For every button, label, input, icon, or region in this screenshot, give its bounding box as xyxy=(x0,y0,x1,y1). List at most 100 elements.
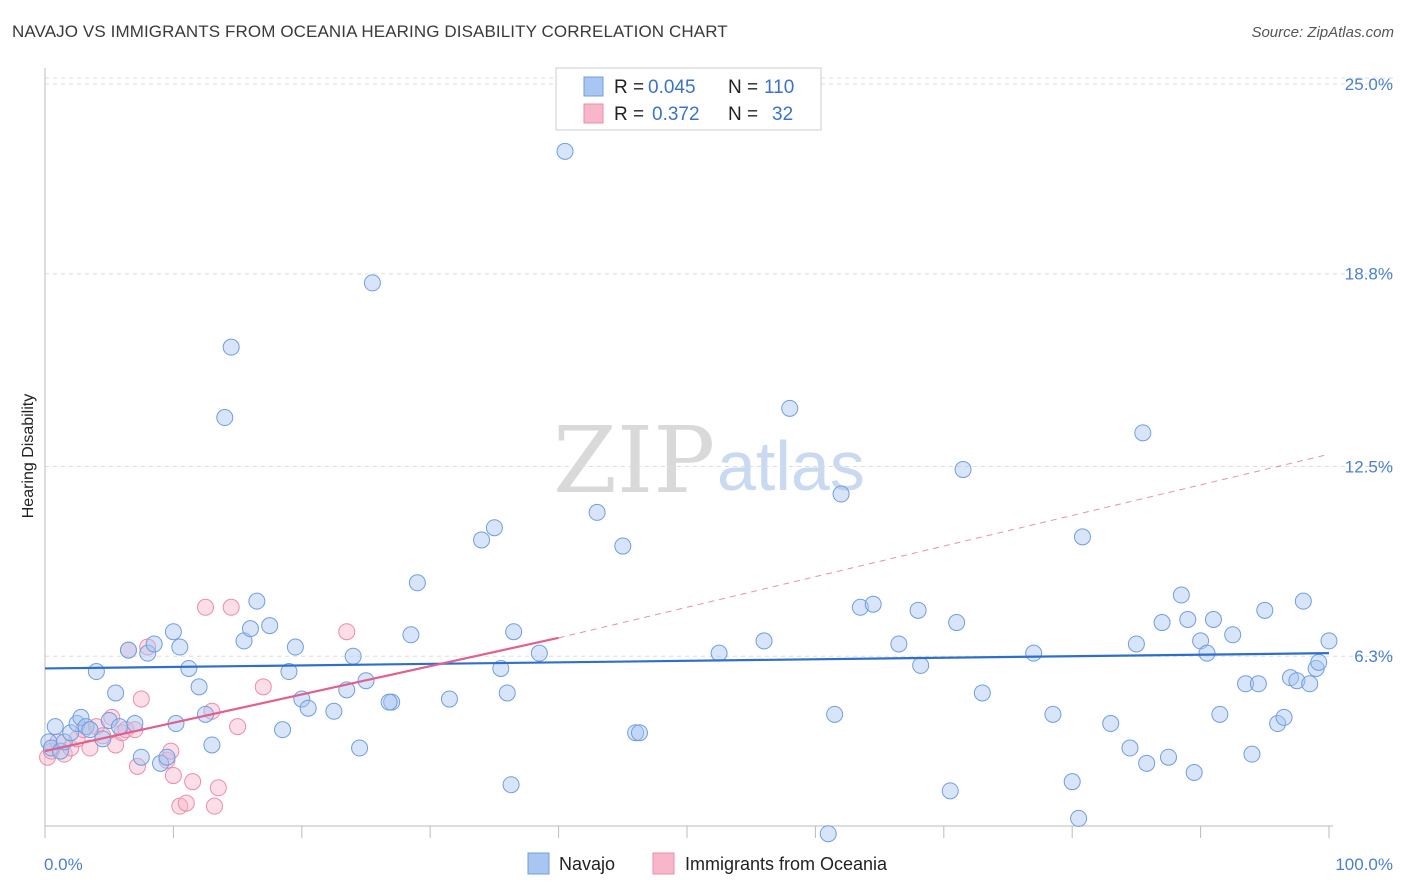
navajo-point xyxy=(588,503,606,521)
oceania-points xyxy=(39,598,356,815)
y-tick-labels: 6.3% 12.5% 18.8% 25.0% xyxy=(1345,75,1393,666)
navajo-point xyxy=(781,399,799,417)
oceania-trendline xyxy=(44,636,559,753)
oceania-point xyxy=(184,773,202,791)
navajo-point xyxy=(556,142,574,160)
oceania-point xyxy=(132,690,150,708)
navajo-point xyxy=(948,614,966,632)
navajo-point xyxy=(473,531,491,549)
y-tick-label: 12.5% xyxy=(1345,458,1393,477)
chart-source: Source: ZipAtlas.com xyxy=(1251,24,1394,41)
navajo-point xyxy=(107,684,125,702)
oceania-point xyxy=(205,797,223,815)
legend-r-value-navajo: 0.045 xyxy=(648,77,696,98)
navajo-point xyxy=(1288,672,1306,690)
navajo-point xyxy=(203,736,221,754)
oceania-point xyxy=(222,598,240,616)
navajo-point xyxy=(62,724,80,742)
navajo-point xyxy=(363,274,381,292)
navajo-point xyxy=(954,461,972,479)
navajo-point xyxy=(351,739,369,757)
navajo-point xyxy=(1160,748,1177,766)
oceania-point xyxy=(197,598,214,616)
oceania-point xyxy=(254,678,272,696)
navajo-point xyxy=(190,678,208,696)
navajo-point xyxy=(261,617,279,635)
navajo-point xyxy=(1073,528,1091,546)
navajo-trendline xyxy=(44,652,1330,670)
navajo-point xyxy=(530,644,548,662)
series-legend: Navajo Immigrants from Oceania xyxy=(527,852,888,875)
navajo-point xyxy=(1153,614,1171,632)
legend-n-value-navajo: 110 xyxy=(764,77,794,98)
navajo-point xyxy=(1301,675,1319,693)
oceania-point xyxy=(81,739,99,757)
navajo-point xyxy=(492,659,510,677)
navajo-point xyxy=(152,754,170,772)
navajo-point xyxy=(81,721,99,739)
navajo-point xyxy=(1310,653,1328,671)
navajo-point xyxy=(1237,675,1255,693)
navajo-point xyxy=(241,620,259,638)
navajo-point xyxy=(1172,586,1190,604)
navajo-point xyxy=(72,708,90,726)
navajo-point xyxy=(1269,715,1287,733)
y-axis-label: Hearing Disability xyxy=(20,394,37,519)
navajo-point xyxy=(216,409,234,427)
navajo-point xyxy=(110,718,128,736)
navajo-point xyxy=(1320,632,1338,650)
chart-title: NAVAJO VS IMMIGRANTS FROM OCEANIA HEARIN… xyxy=(12,22,728,41)
navajo-point xyxy=(87,663,105,681)
navajo-point xyxy=(851,598,869,616)
navajo-point xyxy=(46,718,64,736)
watermark: ZIP atlas xyxy=(553,407,865,514)
navajo-point xyxy=(299,699,317,717)
x-tick-label-max: 100.0% xyxy=(1335,855,1393,874)
navajo-point xyxy=(171,638,189,656)
oceania-point xyxy=(229,718,247,736)
series-legend-label-oceania: Immigrants from Oceania xyxy=(685,854,888,874)
navajo-point xyxy=(864,595,882,613)
navajo-point xyxy=(498,684,516,702)
navajo-point xyxy=(1249,675,1267,693)
x-tick-label-min: 0.0% xyxy=(44,855,83,874)
legend-r-label-navajo: R = xyxy=(614,77,644,98)
navajo-point xyxy=(973,684,991,702)
series-legend-swatch-oceania xyxy=(652,852,675,875)
navajo-point xyxy=(1121,739,1139,757)
navajo-point xyxy=(1127,635,1145,653)
navajo-point xyxy=(402,626,420,644)
navajo-point xyxy=(1179,611,1197,628)
trendlines xyxy=(44,453,1330,753)
navajo-point xyxy=(909,601,927,619)
navajo-point xyxy=(1211,705,1229,723)
navajo-point xyxy=(440,690,458,708)
navajo-point xyxy=(180,659,198,677)
navajo-point xyxy=(1134,424,1152,442)
navajo-point xyxy=(502,776,520,794)
navajo-point xyxy=(941,782,959,800)
navajo-point xyxy=(1224,626,1242,644)
watermark-zip: ZIP xyxy=(553,407,715,514)
navajo-point xyxy=(274,721,292,739)
navajo-point xyxy=(286,638,304,656)
navajo-point xyxy=(1204,611,1222,628)
legend-n-value-oceania: 32 xyxy=(772,104,793,125)
oceania-point xyxy=(128,757,146,775)
navajo-point xyxy=(485,519,503,537)
navajo-point xyxy=(1025,644,1043,662)
oceania-point xyxy=(177,794,195,812)
y-tick-label: 25.0% xyxy=(1345,75,1393,94)
legend-swatch-navajo xyxy=(583,76,604,97)
legend-n-label-oceania: N = xyxy=(728,104,758,125)
legend-swatch-oceania xyxy=(583,103,604,124)
navajo-point xyxy=(380,693,398,711)
navajo-point xyxy=(1138,754,1156,772)
navajo-point xyxy=(325,702,343,720)
navajo-point xyxy=(280,663,298,681)
navajo-point xyxy=(344,647,362,665)
navajo-point xyxy=(832,485,850,503)
navajo-point xyxy=(1256,601,1274,619)
navajo-point xyxy=(630,724,648,742)
